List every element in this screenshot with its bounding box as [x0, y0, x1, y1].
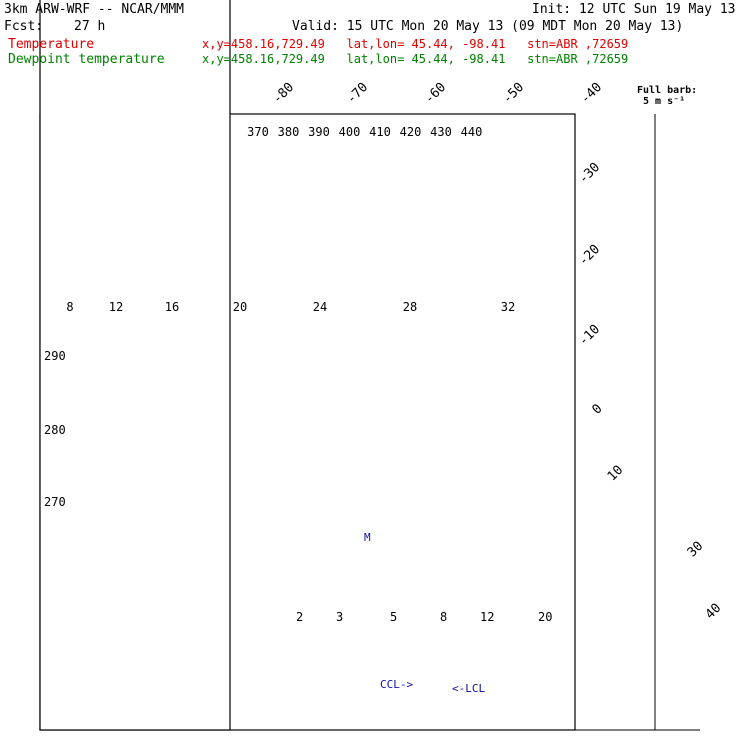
isotherm-label: -50 — [500, 80, 527, 107]
forecast-hours: 27 h — [74, 19, 106, 34]
isotherm-label: -80 — [270, 80, 297, 107]
mixing-ratio-label: 5 — [390, 610, 397, 624]
lcl-marker: <-LCL — [452, 682, 485, 695]
theta-label: 410 — [369, 125, 391, 139]
isotherm-label: -30 — [576, 160, 603, 187]
valid-time: Valid: 15 UTC Mon 20 May 13 (09 MDT Mon … — [292, 19, 684, 34]
mixing-ratio-label: 2 — [296, 610, 303, 624]
isotherm-label: -70 — [344, 80, 371, 107]
theta-label: 440 — [461, 125, 483, 139]
isotherm-label: -40 — [578, 80, 605, 107]
left-theta-label: 290 — [44, 349, 66, 363]
theta-label: 430 — [430, 125, 452, 139]
theta-label: 420 — [400, 125, 422, 139]
dewpoint-location: x,y=458.16,729.49 lat,lon= 45.44, -98.41… — [202, 52, 629, 66]
mixing-ratio-label: 12 — [480, 610, 494, 624]
theta-label: 390 — [308, 125, 330, 139]
forecast-label: Fcst: — [4, 19, 44, 34]
mixing-ratio-label: 8 — [440, 610, 447, 624]
hodograph-speed-label: 8 — [66, 300, 73, 314]
temperature-location: x,y=458.16,729.49 lat,lon= 45.44, -98.41… — [202, 37, 629, 51]
ccl-marker: CCL-> — [380, 678, 413, 691]
isotherm-label: 30 — [685, 539, 707, 561]
hodograph-speed-label: 24 — [313, 300, 327, 314]
hodograph-speed-label: 20 — [233, 300, 247, 314]
left-theta-label: 270 — [44, 495, 66, 509]
isotherm-label: -10 — [576, 322, 603, 349]
isotherm-label: -20 — [576, 242, 603, 269]
parcel-box-bg — [39, 0, 231, 731]
isotherm-label: 10 — [605, 463, 627, 485]
m-marker: M — [364, 531, 371, 544]
isotherm-label: 0 — [589, 401, 605, 417]
left-theta-label: 280 — [44, 423, 66, 437]
parcel-info-box: Parcel InfoT = 16.7Td = 14.2LI = 1.3LCL … — [39, 0, 231, 731]
barb-legend-title: Full barb: — [637, 85, 697, 96]
hodograph-speed-label: 32 — [501, 300, 515, 314]
theta-label: 400 — [339, 125, 361, 139]
isotherm-label: 40 — [703, 601, 725, 623]
hodograph-speed-label: 16 — [165, 300, 179, 314]
theta-label: 380 — [278, 125, 300, 139]
model-title: 3km ARW-WRF -- NCAR/MMM — [4, 2, 185, 17]
dewpoint-legend: Dewpoint temperature — [8, 52, 165, 67]
temperature-legend: Temperature — [8, 37, 95, 52]
mixing-ratio-label: 3 — [336, 610, 343, 624]
init-time: Init: 12 UTC Sun 19 May 13 — [532, 2, 736, 17]
theta-label: 370 — [247, 125, 269, 139]
hodograph-speed-label: 28 — [403, 300, 417, 314]
isotherm-label: -60 — [422, 80, 449, 107]
hodograph-speed-label: 12 — [109, 300, 123, 314]
mixing-ratio-label: 20 — [538, 610, 552, 624]
barb-legend-value: 5 m s⁻¹ — [643, 96, 685, 107]
